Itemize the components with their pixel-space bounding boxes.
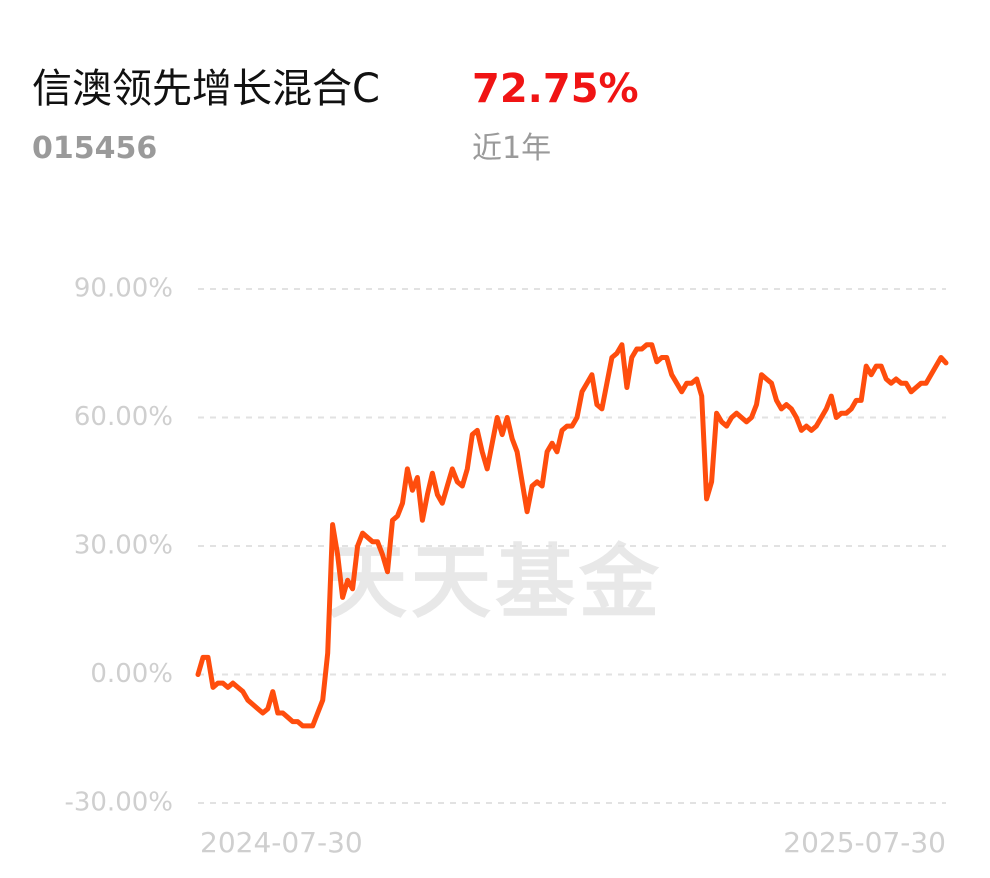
watermark: 天天基金 [327, 536, 663, 629]
fund-title: 信澳领先增长混合C [32, 66, 380, 112]
x-tick-label: 2024-07-30 [200, 826, 363, 859]
line-series [195, 342, 949, 729]
return-value: 72.75% [472, 66, 639, 112]
y-tick-label: 30.00% [74, 531, 173, 561]
y-tick-label: 90.00% [74, 274, 173, 304]
y-tick-label: 0.00% [90, 659, 173, 689]
fund-code: 015456 [32, 131, 157, 166]
x-tick-label: 2025-07-30 [783, 826, 946, 859]
period-label: 近1年 [472, 131, 551, 166]
y-tick-label: -30.00% [64, 788, 173, 818]
y-tick-label: 60.00% [74, 402, 173, 432]
